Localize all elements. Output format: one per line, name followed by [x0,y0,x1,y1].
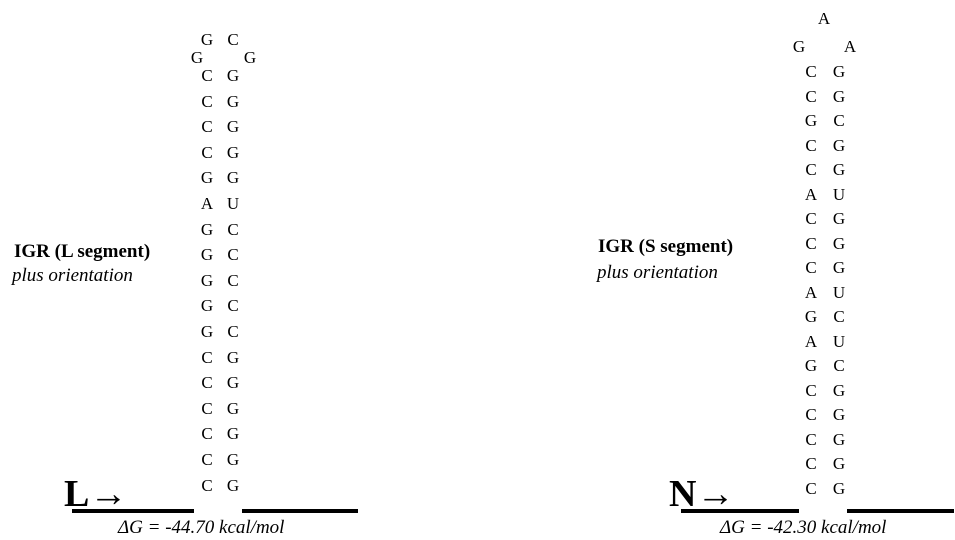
right-stem-base-3prime: C [833,356,845,375]
right-stem-base-5prime: C [805,62,817,81]
left-stem-base-3prime: C [227,220,239,239]
left-title: IGR (L segment) [14,241,151,262]
right-stem-base-5prime: C [805,209,817,228]
right-stem-base-5prime: G [804,356,818,375]
right-stem-base-3prime: G [832,405,846,424]
left-stem-base-5prime: G [200,245,214,264]
left-stem-base-5prime: C [201,348,213,367]
left-stem-base-5prime: C [201,399,213,418]
right-loop-base: G [792,37,806,56]
right-stem-base-5prime: G [804,307,818,326]
right-stem-base-3prime: G [832,454,846,473]
left-stem-base-5prime: C [201,424,213,443]
right-stem-base-3prime: G [832,62,846,81]
right-stem-base-3prime: G [832,258,846,277]
right-stem-base-3prime: G [832,381,846,400]
right-stem-base-3prime: G [832,87,846,106]
right-stem-base-5prime: C [805,479,817,498]
left-stem-base-3prime: G [226,168,240,187]
left-stem-base-5prime: C [201,143,213,162]
left-stem-base-3prime: G [226,450,240,469]
right-stem-base-3prime: G [832,160,846,179]
left-stem-base-5prime: G [200,271,214,290]
left-stem-base-3prime: C [227,245,239,264]
right-stem-base-3prime: C [833,111,845,130]
right-stem-base-3prime: G [832,209,846,228]
left-stem-base-5prime: G [200,296,214,315]
right-stem-base-3prime: U [832,332,846,351]
left-stem-base-5prime: C [201,117,213,136]
left-stem-base-5prime: C [201,373,213,392]
left-stem-base-5prime: G [200,168,214,187]
left-stem-base-5prime: G [200,322,214,341]
right-loop-base: A [843,37,857,56]
left-delta-g: ΔG = -44.70 kcal/mol [118,517,285,538]
left-stem-base-3prime: C [227,271,239,290]
right-stem-base-5prime: A [804,283,818,302]
left-stem-base-3prime: G [226,143,240,162]
right-stem-base-5prime: A [804,332,818,351]
right-strand-label: N→ [669,473,735,515]
left-loop-base: C [227,30,239,49]
left-stem-base-3prime: G [226,117,240,136]
left-subtitle: plus orientation [12,265,133,286]
left-strand-line-5prime [72,509,194,513]
right-stem-base-3prime: G [832,234,846,253]
right-stem-base-5prime: C [805,136,817,155]
right-strand-line-3prime [847,509,954,513]
right-stem-base-5prime: C [805,258,817,277]
right-stem-base-3prime: U [832,283,846,302]
left-stem-base-5prime: C [201,476,213,495]
right-delta-g: ΔG = -42.30 kcal/mol [720,517,887,538]
right-stem-base-5prime: C [805,160,817,179]
right-stem-base-3prime: G [832,479,846,498]
left-loop-base: G [243,48,257,67]
right-stem-base-5prime: G [804,111,818,130]
right-stem-base-3prime: G [832,430,846,449]
right-loop-base: A [817,9,831,28]
right-stem-base-3prime: G [832,136,846,155]
left-stem-base-3prime: U [226,194,240,213]
right-stem-base-5prime: C [805,430,817,449]
left-loop-base: G [190,48,204,67]
right-stem-base-5prime: C [805,454,817,473]
left-stem-base-3prime: G [226,66,240,85]
left-stem-base-5prime: C [201,66,213,85]
right-stem-base-5prime: C [805,234,817,253]
right-subtitle: plus orientation [597,262,718,283]
left-stem-base-3prime: C [227,296,239,315]
left-stem-base-3prime: G [226,348,240,367]
left-stem-base-3prime: G [226,476,240,495]
right-stem-base-3prime: C [833,307,845,326]
left-stem-base-3prime: G [226,373,240,392]
left-stem-base-5prime: A [200,194,214,213]
right-stem-base-3prime: U [832,185,846,204]
left-stem-base-3prime: C [227,322,239,341]
left-stem-base-5prime: G [200,220,214,239]
left-stem-base-3prime: G [226,399,240,418]
right-strand-line-5prime [681,509,799,513]
left-strand-label: L→ [64,473,128,515]
left-stem-base-3prime: G [226,92,240,111]
right-stem-base-5prime: C [805,405,817,424]
left-stem-base-3prime: G [226,424,240,443]
left-strand-line-3prime [242,509,358,513]
right-stem-base-5prime: C [805,87,817,106]
left-stem-base-5prime: C [201,450,213,469]
right-stem-base-5prime: A [804,185,818,204]
right-stem-base-5prime: C [805,381,817,400]
left-loop-base: G [200,30,214,49]
right-title: IGR (S segment) [598,236,734,257]
left-stem-base-5prime: C [201,92,213,111]
